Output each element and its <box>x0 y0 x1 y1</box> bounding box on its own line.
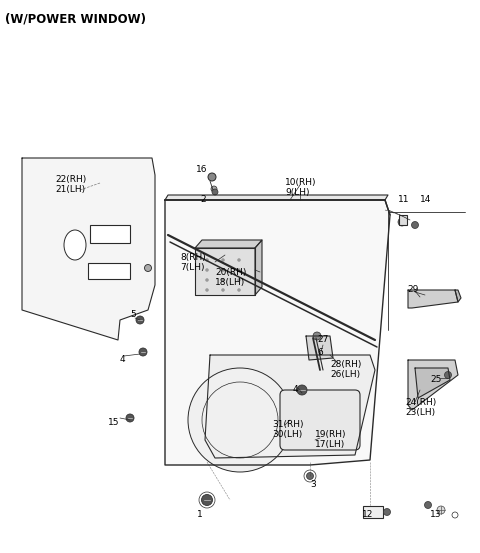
Text: 1: 1 <box>197 510 203 519</box>
Polygon shape <box>415 368 450 398</box>
Circle shape <box>126 414 134 422</box>
Circle shape <box>139 348 147 356</box>
Text: 28(RH)
26(LH): 28(RH) 26(LH) <box>330 360 361 379</box>
Text: 2: 2 <box>200 195 205 204</box>
Polygon shape <box>165 200 390 465</box>
Circle shape <box>212 189 218 195</box>
Text: 25: 25 <box>430 375 442 384</box>
Circle shape <box>384 509 391 515</box>
Polygon shape <box>408 360 458 410</box>
Circle shape <box>221 279 225 281</box>
Text: 4: 4 <box>120 355 126 364</box>
Circle shape <box>202 494 213 505</box>
FancyBboxPatch shape <box>280 390 360 450</box>
Text: 12: 12 <box>362 510 373 519</box>
Circle shape <box>144 264 152 272</box>
Polygon shape <box>408 290 458 308</box>
Text: 24(RH)
23(LH): 24(RH) 23(LH) <box>405 398 436 417</box>
Circle shape <box>238 269 240 272</box>
Circle shape <box>205 269 208 272</box>
Text: 3: 3 <box>310 480 316 489</box>
Text: 27: 27 <box>317 335 328 344</box>
Circle shape <box>238 258 240 262</box>
Text: 29: 29 <box>407 285 419 294</box>
Polygon shape <box>195 240 262 248</box>
Text: 5: 5 <box>130 310 136 319</box>
Text: 20(RH)
18(LH): 20(RH) 18(LH) <box>215 268 246 287</box>
Text: 8(RH)
7(LH): 8(RH) 7(LH) <box>180 253 206 272</box>
Circle shape <box>221 258 225 262</box>
Circle shape <box>437 506 445 514</box>
Text: 31(RH)
30(LH): 31(RH) 30(LH) <box>272 420 303 439</box>
Polygon shape <box>455 290 461 302</box>
Circle shape <box>297 385 307 395</box>
Circle shape <box>238 289 240 291</box>
Bar <box>399 215 407 225</box>
Circle shape <box>444 372 452 378</box>
Polygon shape <box>205 355 375 458</box>
Circle shape <box>307 472 313 479</box>
Text: 10(RH)
9(LH): 10(RH) 9(LH) <box>285 178 316 197</box>
Text: 14: 14 <box>420 195 432 204</box>
Circle shape <box>313 332 321 340</box>
Text: 19(RH)
17(LH): 19(RH) 17(LH) <box>315 430 347 449</box>
Text: 6: 6 <box>317 348 323 357</box>
Circle shape <box>188 368 292 472</box>
Circle shape <box>211 186 217 192</box>
Bar <box>363 506 383 518</box>
Circle shape <box>202 382 278 458</box>
Bar <box>90 225 130 243</box>
Circle shape <box>221 289 225 291</box>
Circle shape <box>208 173 216 181</box>
Ellipse shape <box>64 230 86 260</box>
Circle shape <box>424 502 432 509</box>
Polygon shape <box>22 158 155 340</box>
Text: 15: 15 <box>108 418 120 427</box>
Circle shape <box>238 279 240 281</box>
Text: 13: 13 <box>430 510 442 519</box>
Polygon shape <box>165 195 388 200</box>
Text: (W/POWER WINDOW): (W/POWER WINDOW) <box>5 12 146 25</box>
Circle shape <box>398 218 406 226</box>
Text: 16: 16 <box>196 165 207 174</box>
Text: 4: 4 <box>293 385 299 394</box>
Text: 22(RH)
21(LH): 22(RH) 21(LH) <box>55 175 86 194</box>
Circle shape <box>136 316 144 324</box>
Circle shape <box>205 258 208 262</box>
Polygon shape <box>195 248 255 295</box>
Circle shape <box>205 279 208 281</box>
Circle shape <box>411 222 419 228</box>
Circle shape <box>205 289 208 291</box>
Text: 11: 11 <box>398 195 409 204</box>
Bar <box>88 263 130 279</box>
Polygon shape <box>255 240 262 295</box>
Circle shape <box>221 269 225 272</box>
Polygon shape <box>306 336 333 360</box>
